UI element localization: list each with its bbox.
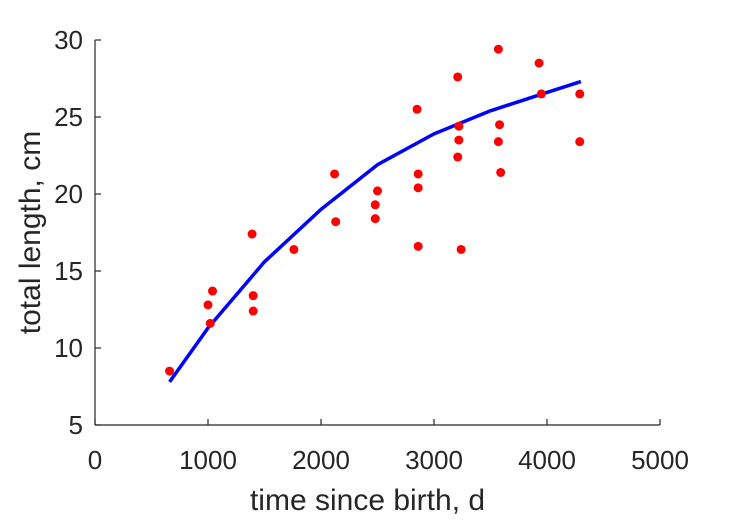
data-point: [413, 183, 423, 193]
data-point: [248, 291, 258, 301]
data-point: [496, 167, 506, 177]
data-point: [575, 89, 585, 99]
y-tick-label: 30: [54, 25, 83, 55]
data-point: [493, 137, 503, 147]
data-point: [247, 229, 257, 239]
data-point: [370, 214, 380, 224]
data-point: [330, 169, 340, 179]
x-tick-label: 1000: [179, 445, 237, 475]
data-point: [289, 244, 299, 254]
data-point: [412, 104, 422, 114]
data-point: [456, 244, 466, 254]
data-point: [453, 72, 463, 82]
axes: 0 1000 2000 3000 4000 5000 5 10 15 20 25 30: [54, 25, 689, 475]
data-point: [413, 169, 423, 179]
data-point: [575, 137, 585, 147]
data-point: [208, 286, 218, 296]
x-tick-label: 2000: [292, 445, 350, 475]
data-point: [454, 121, 464, 131]
x-axis-label: time since birth, d: [250, 484, 485, 517]
data-point: [453, 152, 463, 162]
data-point: [203, 300, 213, 310]
data-point: [331, 217, 341, 227]
y-tick-label: 25: [54, 102, 83, 132]
y-tick-label: 15: [54, 256, 83, 286]
x-tick-label: 4000: [518, 445, 576, 475]
data-point: [373, 186, 382, 196]
data-point: [534, 58, 544, 68]
y-tick-label: 20: [54, 179, 83, 209]
y-tick-label: 5: [69, 410, 83, 440]
data-point: [454, 135, 464, 145]
x-tick-label: 5000: [631, 445, 689, 475]
data-point: [493, 44, 503, 54]
data-point: [165, 366, 175, 376]
x-tick-label: 0: [88, 445, 102, 475]
data-point: [413, 241, 423, 251]
y-tick-label: 10: [54, 333, 83, 363]
data-point: [536, 89, 546, 99]
series-layer: [165, 44, 585, 383]
data-point: [248, 306, 258, 316]
data-point: [205, 318, 215, 328]
fit-curve-line: [168, 79, 582, 383]
x-tick-label: 3000: [405, 445, 463, 475]
y-axis-label: total length, cm: [14, 131, 47, 334]
data-point: [495, 120, 505, 130]
data-point: [370, 200, 380, 210]
